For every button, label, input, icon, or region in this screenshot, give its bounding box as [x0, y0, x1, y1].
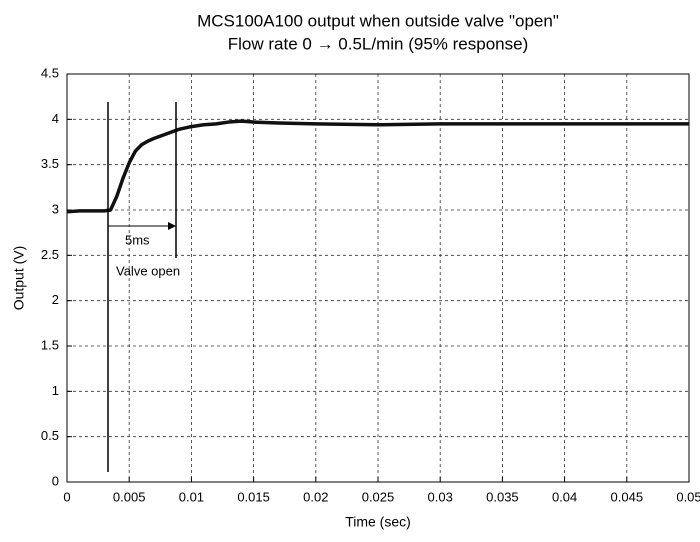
chart-title: MCS100A100 output when outside valve "op…: [197, 11, 559, 30]
annotation-valve-open: Valve open: [116, 263, 180, 278]
y-tick-label: 2: [52, 292, 59, 307]
y-tick-label: 0.5: [41, 428, 59, 443]
data-line: [66, 119, 689, 214]
annotation-5ms: 5ms: [125, 232, 150, 247]
x-tick-label: 0.03: [428, 489, 453, 504]
y-axis-label: Output (V): [11, 246, 27, 311]
y-tick-label: 1: [52, 383, 59, 398]
x-tick-label: 0.025: [362, 489, 395, 504]
x-tick-label: 0.015: [237, 489, 270, 504]
x-tick-label: 0.005: [113, 489, 146, 504]
chart-subtitle: Flow rate 0 → 0.5L/min (95% response): [228, 34, 528, 53]
x-tick-label: 0.035: [486, 489, 519, 504]
arrow-head: [168, 222, 176, 230]
x-tick-label: 0.05: [676, 489, 700, 504]
x-tick-label: 0.045: [611, 489, 644, 504]
y-tick-label: 3.5: [41, 156, 59, 171]
y-tick-label: 1.5: [41, 337, 59, 352]
x-tick-label: 0: [63, 489, 70, 504]
y-tick-label: 2.5: [41, 247, 59, 262]
y-tick-label: 0: [52, 473, 59, 488]
annotation-group: 5ms Valve open: [107, 102, 180, 472]
y-tick-label: 3: [52, 201, 59, 216]
x-axis-label: Time (sec): [345, 514, 411, 530]
plot-frame: [66, 73, 690, 483]
y-tick-label: 4: [52, 111, 59, 126]
y-tick-label: 4.5: [41, 65, 59, 80]
x-tick-label: 0.01: [179, 489, 204, 504]
x-tick-label: 0.02: [303, 489, 328, 504]
x-tick-label: 0.04: [552, 489, 577, 504]
